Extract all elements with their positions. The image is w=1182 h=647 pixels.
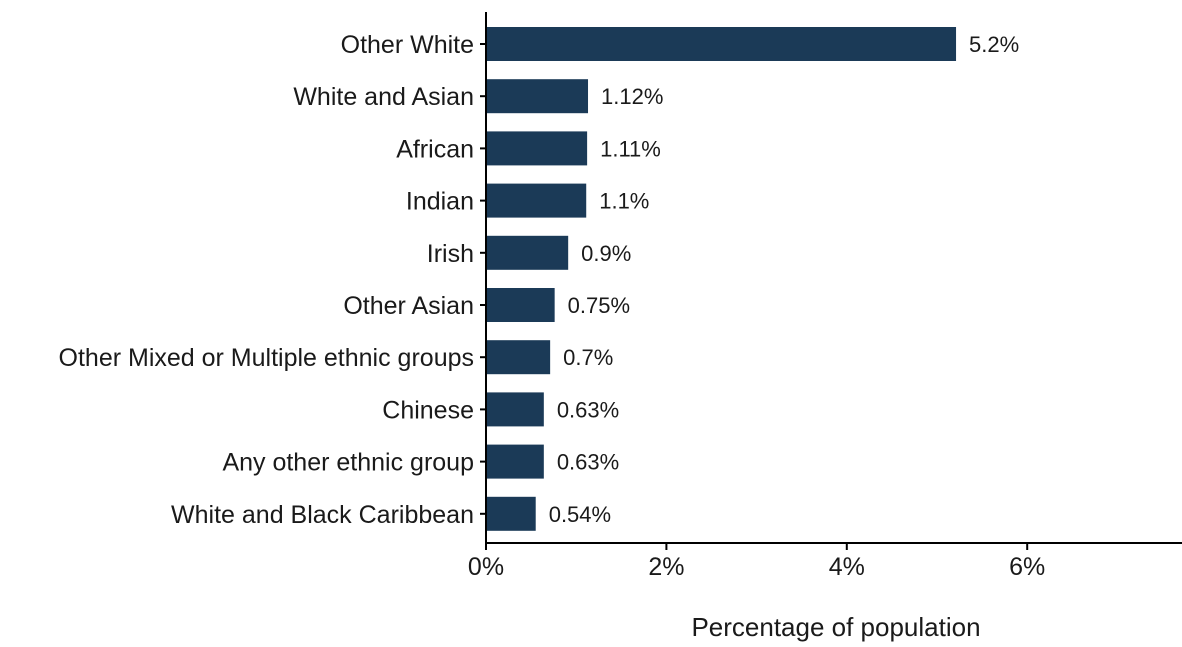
category-label: White and Black Caribbean — [171, 501, 474, 529]
x-tick-label: 4% — [829, 553, 865, 581]
value-label: 1.1% — [599, 189, 649, 214]
category-label: Indian — [406, 188, 474, 216]
value-label: 0.7% — [563, 345, 613, 370]
x-tick-label: 6% — [1009, 553, 1045, 581]
category-label: Other Asian — [343, 292, 474, 320]
category-label: Irish — [427, 240, 474, 268]
bar — [487, 79, 589, 114]
value-label: 0.63% — [557, 397, 619, 422]
value-label: 5.2% — [969, 32, 1019, 57]
bar — [487, 235, 569, 270]
bar — [487, 131, 588, 166]
bar — [487, 496, 536, 531]
value-label: 0.75% — [568, 293, 630, 318]
category-label: White and Asian — [293, 83, 474, 111]
bar — [487, 27, 957, 61]
category-label: Chinese — [382, 396, 474, 424]
bar — [487, 183, 587, 218]
bar — [487, 392, 544, 427]
bar — [487, 444, 544, 479]
bar — [487, 340, 551, 375]
category-label: Other White — [341, 31, 474, 59]
value-label: 1.11% — [600, 136, 661, 161]
bars-layer — [487, 27, 957, 531]
x-axis-title: Percentage of population — [691, 612, 980, 642]
category-label: Any other ethnic group — [222, 449, 474, 477]
value-label: 1.12% — [601, 84, 663, 109]
value-label: 0.54% — [549, 502, 611, 527]
bar — [487, 288, 555, 322]
x-tick-label: 2% — [648, 553, 684, 581]
category-label: Other Mixed or Multiple ethnic groups — [59, 344, 474, 372]
labels-layer: Other White 5.2% White and Asian 1.12% Afric… — [59, 31, 1020, 529]
category-label: African — [396, 135, 474, 163]
axes-layer: 0% 2% 4% 6% — [468, 12, 1182, 581]
value-label: 0.63% — [557, 450, 619, 475]
x-tick-label: 0% — [468, 553, 504, 581]
value-label: 0.9% — [581, 241, 631, 266]
